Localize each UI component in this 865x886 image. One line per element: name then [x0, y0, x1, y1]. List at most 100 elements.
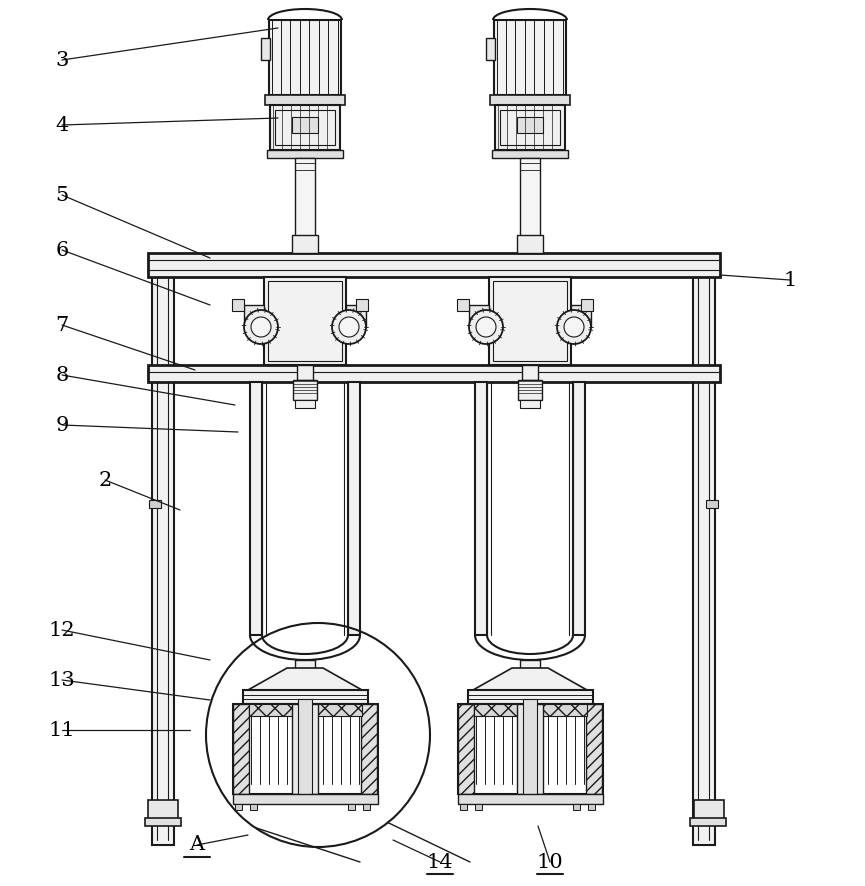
Bar: [495, 105, 565, 150]
Circle shape: [469, 310, 503, 344]
Circle shape: [251, 317, 271, 337]
Bar: [490, 95, 570, 105]
Bar: [346, 305, 366, 327]
Bar: [690, 818, 726, 826]
Bar: [348, 804, 355, 810]
Bar: [573, 382, 585, 635]
Circle shape: [564, 317, 584, 337]
Bar: [500, 110, 560, 145]
Bar: [586, 704, 602, 794]
Bar: [494, 20, 566, 95]
Bar: [469, 305, 489, 327]
Bar: [292, 117, 318, 133]
Bar: [235, 804, 242, 810]
Bar: [267, 150, 343, 158]
Bar: [250, 382, 262, 635]
Bar: [250, 804, 257, 810]
Text: 7: 7: [55, 315, 68, 335]
Bar: [522, 365, 538, 380]
Text: 11: 11: [48, 720, 75, 740]
Bar: [581, 299, 593, 311]
Polygon shape: [248, 668, 362, 690]
Bar: [233, 704, 249, 794]
Bar: [517, 117, 543, 133]
Bar: [361, 704, 377, 794]
Bar: [512, 688, 548, 700]
Text: 6: 6: [55, 240, 68, 260]
Bar: [523, 699, 537, 799]
Bar: [293, 380, 317, 400]
Bar: [706, 500, 718, 508]
Text: 3: 3: [55, 51, 68, 69]
Text: 4: 4: [55, 115, 68, 135]
Bar: [269, 20, 341, 95]
Bar: [243, 690, 368, 704]
Text: A: A: [189, 835, 204, 854]
Text: 2: 2: [99, 470, 112, 489]
Bar: [489, 277, 571, 365]
Circle shape: [244, 310, 278, 344]
Bar: [492, 150, 568, 158]
Bar: [363, 804, 370, 810]
Bar: [571, 305, 591, 327]
Bar: [348, 382, 360, 635]
Bar: [573, 804, 580, 810]
Text: 5: 5: [55, 185, 68, 205]
Bar: [292, 704, 318, 794]
Bar: [694, 800, 724, 820]
Text: 8: 8: [55, 366, 68, 385]
Bar: [145, 818, 181, 826]
Bar: [693, 255, 715, 845]
Bar: [295, 158, 315, 253]
Bar: [233, 794, 378, 804]
Circle shape: [332, 310, 366, 344]
Bar: [520, 400, 540, 408]
Bar: [287, 688, 323, 700]
Bar: [457, 299, 469, 311]
Circle shape: [339, 317, 359, 337]
Text: 13: 13: [48, 671, 75, 689]
Bar: [518, 380, 542, 400]
Bar: [268, 281, 342, 361]
Bar: [588, 804, 595, 810]
Circle shape: [557, 310, 591, 344]
Bar: [261, 38, 270, 60]
Bar: [298, 699, 312, 799]
Bar: [270, 105, 340, 150]
Bar: [244, 305, 264, 327]
Bar: [148, 253, 720, 277]
Text: 9: 9: [55, 416, 68, 434]
Bar: [295, 400, 315, 408]
Bar: [148, 800, 178, 820]
Bar: [520, 660, 540, 690]
Bar: [458, 704, 603, 794]
Bar: [292, 235, 318, 253]
Bar: [264, 277, 346, 365]
Polygon shape: [473, 668, 587, 690]
Circle shape: [476, 317, 496, 337]
Bar: [233, 704, 378, 794]
Bar: [295, 660, 315, 690]
Text: 14: 14: [426, 852, 453, 872]
Bar: [493, 281, 567, 361]
Bar: [265, 95, 345, 105]
Bar: [149, 500, 161, 508]
Bar: [275, 110, 335, 145]
Bar: [297, 365, 313, 380]
Bar: [356, 299, 368, 311]
Bar: [474, 704, 587, 716]
Bar: [468, 690, 593, 704]
Bar: [517, 704, 543, 794]
Bar: [458, 794, 603, 804]
Text: 12: 12: [48, 620, 75, 640]
Bar: [517, 235, 543, 253]
Bar: [152, 255, 174, 845]
Text: 1: 1: [784, 270, 797, 290]
Bar: [249, 704, 362, 716]
Bar: [520, 158, 540, 253]
Text: 10: 10: [536, 852, 563, 872]
Bar: [232, 299, 244, 311]
Bar: [148, 365, 720, 382]
Bar: [460, 804, 467, 810]
Bar: [486, 38, 495, 60]
